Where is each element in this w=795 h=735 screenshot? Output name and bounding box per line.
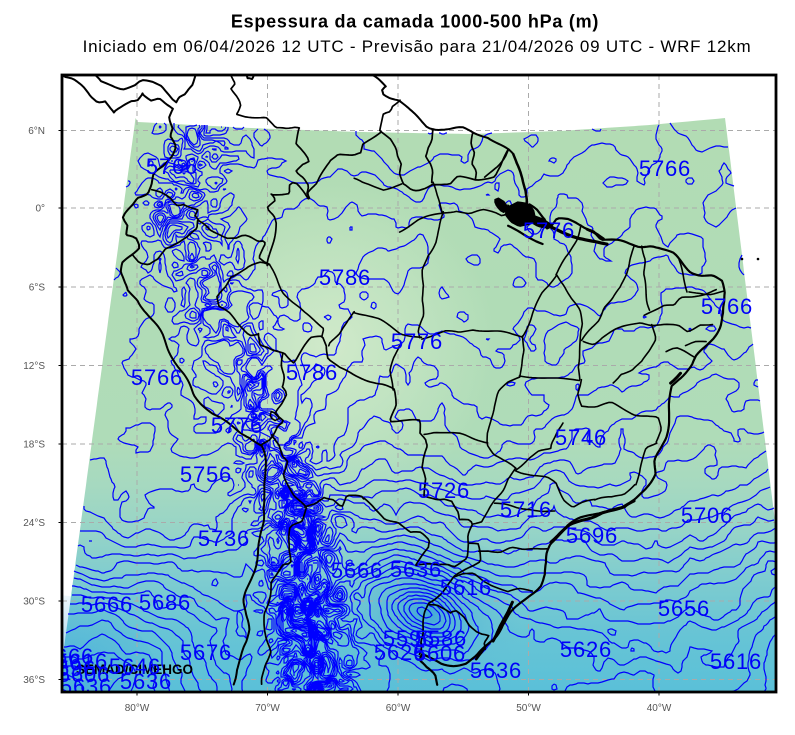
svg-text:5626: 5626 (374, 640, 426, 665)
svg-text:5726: 5726 (418, 478, 470, 503)
svg-text:5686: 5686 (139, 590, 191, 615)
svg-text:5606: 5606 (414, 641, 466, 666)
svg-text:5676: 5676 (180, 640, 232, 665)
svg-text:5666: 5666 (81, 592, 133, 617)
svg-text:5766: 5766 (131, 365, 183, 390)
svg-text:12°S: 12°S (23, 361, 45, 372)
svg-text:24°S: 24°S (23, 518, 45, 529)
svg-text:5776: 5776 (523, 218, 575, 243)
svg-text:5656: 5656 (658, 596, 710, 621)
svg-text:5646: 5646 (109, 654, 161, 679)
svg-text:5706: 5706 (681, 503, 733, 528)
svg-text:0°: 0° (35, 204, 45, 215)
svg-text:30°S: 30°S (23, 597, 45, 608)
svg-text:5616: 5616 (710, 649, 762, 674)
svg-text:50°W: 50°W (516, 703, 541, 714)
svg-text:5636: 5636 (470, 658, 522, 683)
svg-text:5666: 5666 (42, 644, 94, 669)
svg-text:70°W: 70°W (255, 703, 280, 714)
svg-text:80°W: 80°W (125, 703, 150, 714)
svg-text:SEMAD/CIMEHGO: SEMAD/CIMEHGO (76, 662, 193, 677)
svg-text:Iniciado em 06/04/2026 12 UTC: Iniciado em 06/04/2026 12 UTC - Previsão… (83, 37, 752, 56)
svg-text:5596: 5596 (44, 656, 96, 681)
svg-text:5626: 5626 (560, 637, 612, 662)
svg-text:36°S: 36°S (23, 675, 45, 686)
svg-text:5736: 5736 (198, 526, 250, 551)
svg-text:5636: 5636 (120, 669, 172, 694)
svg-text:5616: 5616 (56, 649, 108, 674)
svg-text:5766: 5766 (701, 294, 753, 319)
svg-text:5636: 5636 (390, 557, 442, 582)
svg-text:5716: 5716 (500, 497, 552, 522)
svg-text:5746: 5746 (555, 425, 607, 450)
svg-text:5766: 5766 (639, 156, 691, 181)
svg-text:6°S: 6°S (29, 283, 46, 294)
svg-text:5616: 5616 (440, 575, 492, 600)
svg-text:5586: 5586 (415, 626, 467, 651)
svg-text:5766: 5766 (146, 154, 198, 179)
svg-text:6°N: 6°N (28, 126, 45, 137)
svg-text:5696: 5696 (566, 523, 618, 548)
svg-text:5786: 5786 (319, 265, 371, 290)
svg-text:Espessura da camada 1000-500 h: Espessura da camada 1000-500 hPa (m) (231, 12, 599, 32)
svg-text:5786: 5786 (286, 360, 338, 385)
svg-text:5666: 5666 (331, 558, 383, 583)
svg-text:18°S: 18°S (23, 440, 45, 451)
svg-text:5596: 5596 (383, 626, 435, 651)
svg-text:5756: 5756 (180, 462, 232, 487)
svg-text:5776: 5776 (211, 413, 263, 438)
svg-text:5776: 5776 (391, 329, 443, 354)
svg-text:5606: 5606 (58, 662, 110, 687)
svg-text:5636: 5636 (60, 674, 112, 699)
svg-text:40°W: 40°W (647, 703, 672, 714)
svg-text:60°W: 60°W (386, 703, 411, 714)
